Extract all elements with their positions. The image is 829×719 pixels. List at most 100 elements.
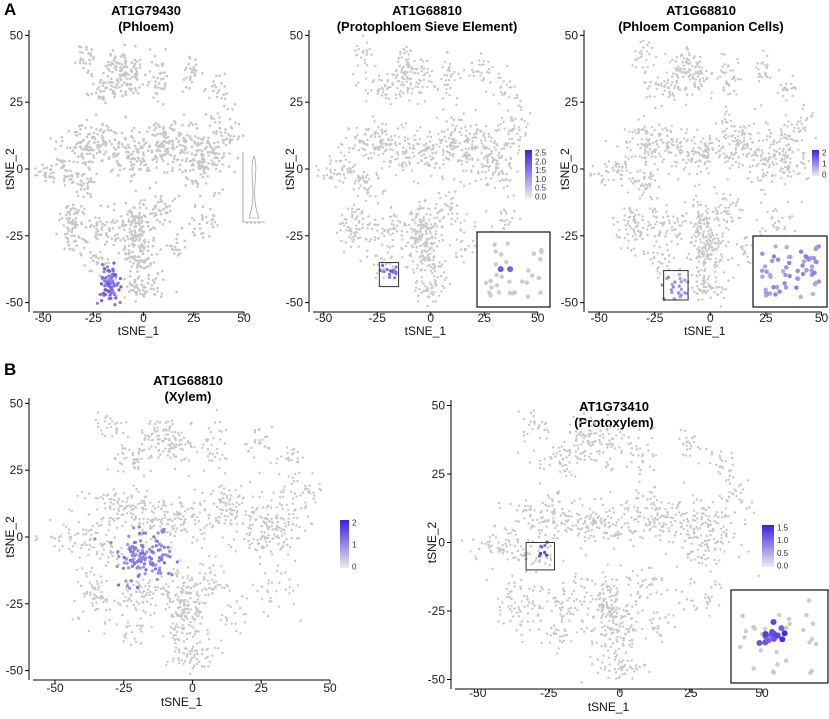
cell-point — [123, 239, 127, 242]
cell-point — [142, 517, 145, 520]
cell-point — [429, 292, 432, 295]
cell-point — [636, 143, 640, 146]
cell-point — [623, 207, 626, 210]
cell-point — [127, 73, 130, 77]
cell-point — [104, 262, 107, 265]
cell-point — [94, 91, 98, 95]
cell-point — [422, 78, 426, 82]
cell-point — [450, 206, 454, 210]
cell-point — [721, 121, 724, 125]
inset-cell-point — [526, 268, 531, 273]
cell-point — [153, 227, 157, 230]
cell-point — [146, 282, 150, 285]
cell-point — [99, 144, 102, 147]
cell-point — [427, 80, 431, 83]
cell-point — [785, 156, 789, 159]
cell-point — [601, 179, 604, 183]
cell-point — [89, 54, 93, 57]
cell-point — [418, 218, 422, 221]
cell-point — [692, 147, 695, 150]
cell-point — [196, 515, 199, 519]
cell-point — [638, 197, 642, 200]
cell-point — [187, 474, 190, 478]
cell-point — [173, 467, 177, 471]
cell-point — [643, 177, 646, 181]
cell-point — [182, 528, 186, 532]
cell-point — [127, 151, 130, 154]
cell-point — [779, 128, 783, 131]
cell-point — [163, 218, 167, 222]
cell-point — [65, 169, 69, 172]
cell-point — [612, 217, 615, 220]
cell-point — [403, 136, 407, 139]
cell-point — [389, 233, 392, 236]
inset-cell-point — [538, 257, 543, 262]
cell-point — [411, 212, 414, 215]
cell-point — [156, 420, 159, 423]
cell-point — [682, 168, 685, 171]
cell-point — [147, 456, 151, 459]
cell-point — [695, 235, 698, 239]
cell-point — [208, 522, 211, 525]
zoom-inset — [476, 231, 551, 308]
cell-point — [463, 219, 466, 222]
cell-point — [781, 167, 784, 171]
cell-point — [426, 286, 429, 290]
cell-point — [134, 232, 137, 236]
cell-point — [349, 233, 352, 236]
cell-point — [516, 96, 519, 99]
cell-point — [591, 165, 594, 168]
cell-point — [369, 194, 372, 198]
cell-point — [386, 79, 390, 82]
cell-point — [446, 51, 449, 54]
cell-point — [63, 184, 67, 187]
cell-point — [722, 135, 726, 139]
cell-point — [99, 496, 102, 499]
cell-point — [399, 51, 402, 54]
cell-point — [292, 448, 296, 451]
cell-point — [158, 518, 161, 521]
cell-point — [166, 171, 169, 174]
cell-point — [213, 141, 216, 145]
cell-point — [340, 151, 343, 154]
cell-point — [72, 248, 75, 252]
cell-point — [177, 254, 180, 257]
cell-point — [726, 178, 729, 181]
cell-point — [170, 146, 174, 150]
cell-point — [448, 69, 451, 73]
cell-point — [208, 96, 211, 100]
cell-point — [162, 440, 165, 443]
cell-point — [169, 533, 172, 537]
cell-point — [229, 519, 233, 522]
expressing-cell-point — [119, 285, 123, 289]
cell-point — [648, 85, 651, 88]
cell-point — [104, 86, 107, 90]
cell-point — [790, 215, 794, 218]
cell-point — [162, 428, 165, 432]
cell-point — [113, 508, 116, 511]
cell-point — [701, 72, 704, 75]
cell-point — [805, 118, 808, 121]
cell-point — [516, 132, 519, 135]
cell-point — [118, 86, 121, 89]
cell-points — [34, 408, 322, 676]
cell-point — [491, 65, 494, 69]
cell-point — [173, 197, 176, 201]
cell-point — [397, 136, 400, 139]
cell-point — [797, 127, 800, 130]
cell-point — [104, 81, 107, 84]
cell-point — [121, 500, 124, 503]
cell-point — [643, 125, 646, 129]
cell-point — [381, 122, 384, 126]
cell-point — [346, 225, 349, 229]
cell-point — [381, 190, 385, 193]
cell-point — [74, 133, 78, 137]
cell-point — [459, 221, 462, 224]
cell-point — [111, 435, 114, 438]
cell-point — [183, 246, 187, 249]
cell-point — [770, 180, 774, 183]
cell-point — [218, 458, 221, 461]
cell-point — [626, 246, 629, 250]
cell-point — [716, 293, 720, 297]
cell-point — [731, 219, 735, 223]
